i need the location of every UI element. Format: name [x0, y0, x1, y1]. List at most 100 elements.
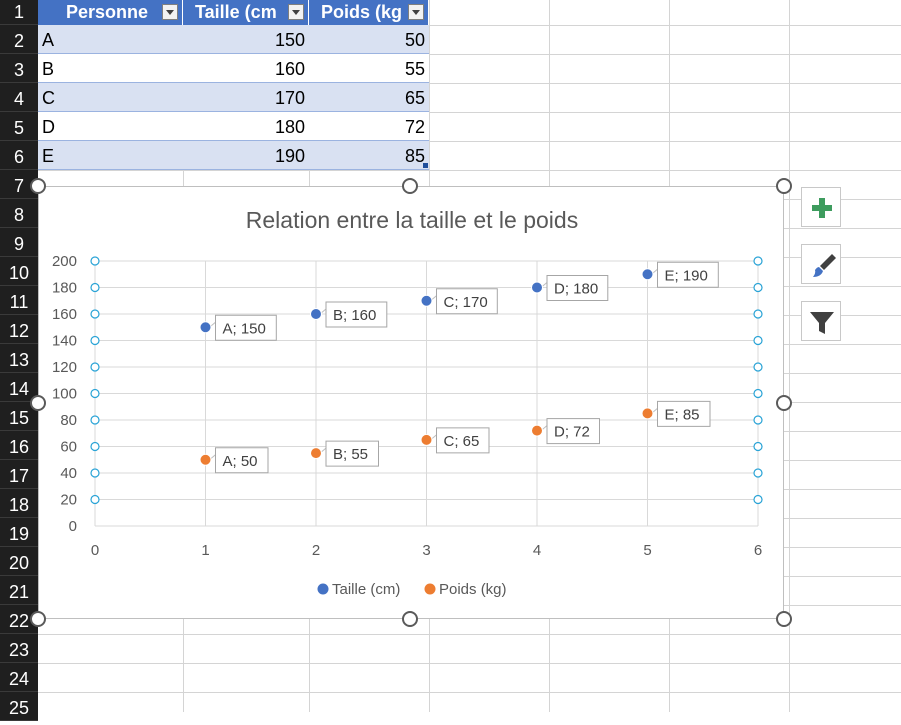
- table-cell[interactable]: 65: [309, 83, 429, 112]
- table-resize-handle[interactable]: [423, 163, 428, 168]
- row-header[interactable]: 12: [0, 315, 38, 344]
- table-cell[interactable]: 55: [309, 54, 429, 83]
- table-cell[interactable]: 72: [309, 112, 429, 141]
- axis-selection-handle[interactable]: [753, 335, 763, 346]
- axis-selection-handle[interactable]: [753, 256, 763, 266]
- table-cell[interactable]: 150: [183, 25, 309, 54]
- data-point[interactable]: [310, 308, 322, 320]
- data-point[interactable]: [199, 453, 212, 466]
- row-header[interactable]: 19: [0, 518, 38, 547]
- filter-dropdown-button[interactable]: [288, 4, 304, 20]
- table-cell[interactable]: 50: [309, 25, 429, 54]
- axis-selection-handle[interactable]: [90, 282, 100, 293]
- data-point[interactable]: [420, 294, 433, 307]
- row-header[interactable]: 8: [0, 199, 38, 228]
- scatter-chart[interactable]: Relation entre la taille et le poids 0 20 4…: [38, 186, 784, 619]
- row-header[interactable]: 16: [0, 431, 38, 460]
- row-header[interactable]: 3: [0, 54, 38, 83]
- data-point[interactable]: [531, 281, 543, 294]
- row-header[interactable]: 2: [0, 25, 38, 54]
- axis-selection-handle[interactable]: [90, 441, 100, 452]
- axis-selection-handle[interactable]: [753, 415, 763, 425]
- chart-filters-button[interactable]: [801, 301, 841, 341]
- legend-entry[interactable]: Taille (cm): [332, 581, 400, 598]
- axis-selection-handle[interactable]: [753, 494, 763, 505]
- chart-title[interactable]: Relation entre la taille et le poids: [246, 207, 578, 233]
- data-label-box[interactable]: [436, 427, 490, 454]
- data-label: C; 170: [444, 294, 488, 311]
- row-header[interactable]: 1: [0, 0, 38, 25]
- filter-dropdown-button[interactable]: [162, 4, 178, 20]
- chart-resize-handle[interactable]: [776, 178, 792, 194]
- data-label-box[interactable]: [325, 440, 379, 467]
- data-point[interactable]: [641, 407, 654, 420]
- axis-selection-handle[interactable]: [753, 282, 763, 293]
- data-label-box[interactable]: [215, 314, 277, 341]
- legend-entry[interactable]: Poids (kg): [439, 581, 507, 598]
- axis-selection-handle[interactable]: [753, 468, 763, 478]
- filter-dropdown-button[interactable]: [408, 4, 424, 20]
- axis-selection-handle[interactable]: [753, 388, 763, 399]
- axis-selection-handle[interactable]: [90, 494, 100, 505]
- table-cell[interactable]: 85: [309, 141, 429, 170]
- data-point[interactable]: [420, 433, 433, 446]
- row-header[interactable]: 24: [0, 663, 38, 692]
- data-label-box[interactable]: [657, 400, 711, 427]
- row-header[interactable]: 6: [0, 141, 38, 170]
- data-point[interactable]: [199, 321, 212, 334]
- row-header[interactable]: 9: [0, 228, 38, 257]
- table-cell[interactable]: A: [38, 25, 183, 54]
- row-header[interactable]: 4: [0, 83, 38, 112]
- axis-selection-handle[interactable]: [90, 468, 100, 478]
- row-header[interactable]: 11: [0, 286, 38, 315]
- chart-elements-button[interactable]: [801, 187, 841, 227]
- row-header[interactable]: 10: [0, 257, 38, 286]
- row-header[interactable]: 23: [0, 634, 38, 663]
- table-cell[interactable]: B: [38, 54, 183, 83]
- row-header[interactable]: 15: [0, 402, 38, 431]
- data-label-box[interactable]: [657, 261, 719, 288]
- row-header[interactable]: 5: [0, 112, 38, 141]
- table-cell[interactable]: E: [38, 141, 183, 170]
- row-header[interactable]: 20: [0, 547, 38, 576]
- row-header[interactable]: 17: [0, 460, 38, 489]
- data-point[interactable]: [641, 268, 654, 281]
- table-header-cell[interactable]: Personne: [38, 0, 183, 25]
- axis-selection-handle[interactable]: [90, 415, 100, 425]
- axis-selection-handle[interactable]: [753, 362, 763, 372]
- table-cell[interactable]: C: [38, 83, 183, 112]
- chart-resize-handle[interactable]: [402, 611, 418, 627]
- data-label-box[interactable]: [215, 447, 269, 474]
- chart-resize-handle[interactable]: [402, 178, 418, 194]
- axis-selection-handle[interactable]: [753, 309, 763, 319]
- data-point[interactable]: [310, 447, 322, 460]
- chart-resize-handle[interactable]: [30, 611, 46, 627]
- chart-resize-handle[interactable]: [776, 395, 792, 411]
- row-header[interactable]: 18: [0, 489, 38, 518]
- data-label-box[interactable]: [546, 418, 600, 445]
- axis-selection-handle[interactable]: [90, 256, 100, 266]
- axis-selection-handle[interactable]: [90, 388, 100, 399]
- row-header[interactable]: 21: [0, 576, 38, 605]
- chart-resize-handle[interactable]: [776, 611, 792, 627]
- chart-resize-handle[interactable]: [30, 395, 46, 411]
- table-header-cell[interactable]: Taille (cm: [183, 0, 309, 25]
- chart-styles-button[interactable]: [801, 244, 841, 284]
- axis-selection-handle[interactable]: [90, 309, 100, 319]
- chart-resize-handle[interactable]: [30, 178, 46, 194]
- data-label-box[interactable]: [325, 301, 388, 328]
- table-cell[interactable]: 180: [183, 112, 309, 141]
- table-cell[interactable]: D: [38, 112, 183, 141]
- row-header[interactable]: 25: [0, 692, 38, 721]
- axis-selection-handle[interactable]: [90, 362, 100, 372]
- row-header[interactable]: 13: [0, 344, 38, 373]
- table-header-cell[interactable]: Poids (kg: [309, 0, 429, 25]
- table-cell[interactable]: 170: [183, 83, 309, 112]
- axis-selection-handle[interactable]: [90, 335, 100, 346]
- axis-selection-handle[interactable]: [753, 441, 763, 452]
- data-point[interactable]: [531, 424, 543, 437]
- table-cell[interactable]: 160: [183, 54, 309, 83]
- data-label-box[interactable]: [546, 275, 609, 301]
- table-cell[interactable]: 190: [183, 141, 309, 170]
- data-label-box[interactable]: [436, 288, 498, 315]
